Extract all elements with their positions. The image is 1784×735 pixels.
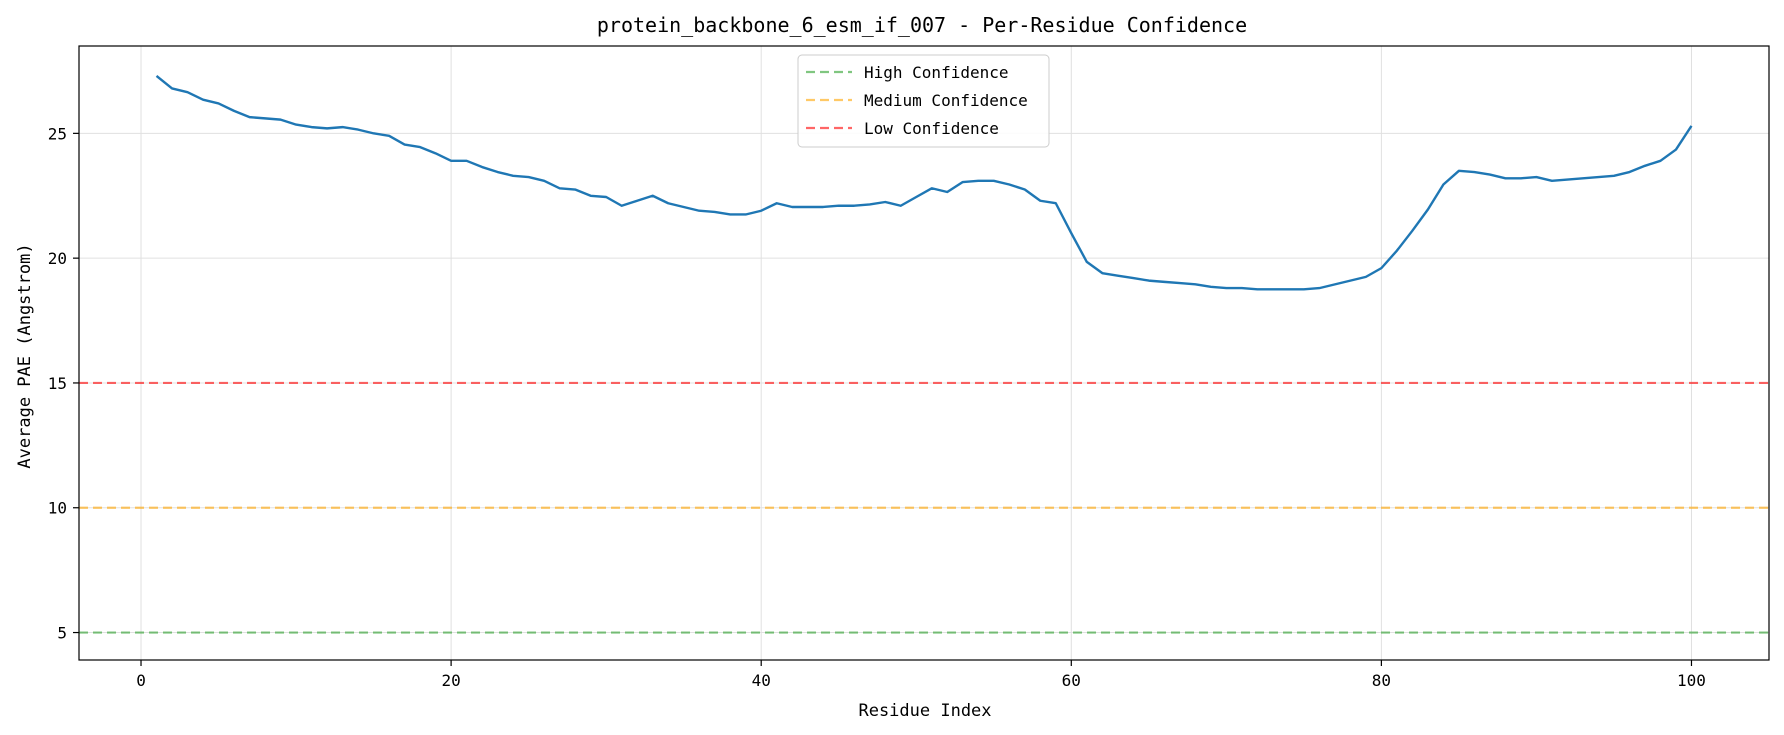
- legend-box: [797, 54, 1050, 148]
- legend: High Confidence Medium Confidence Low Conf…: [797, 54, 1050, 148]
- series-lines: [155, 75, 1693, 291]
- legend-entry: Medium Confidence: [864, 91, 1028, 110]
- x-tick-label: 40: [752, 671, 771, 690]
- x-tick-label: 20: [441, 671, 460, 690]
- y-tick-label: 10: [48, 499, 67, 518]
- x-tick-label: 100: [1677, 671, 1706, 690]
- x-tick-label: 0: [136, 671, 146, 690]
- chart-title: protein_backbone_6_esm_if_007 - Per-Resi…: [597, 13, 1247, 37]
- y-axis-label: Average PAE (Angstrom): [15, 243, 35, 468]
- y-tick-label: 5: [57, 624, 67, 643]
- x-tick-label: 80: [1372, 671, 1391, 690]
- y-tick-label: 20: [48, 249, 67, 268]
- legend-entry: High Confidence: [864, 63, 1009, 82]
- reference-lines: [79, 381, 1769, 634]
- series-line: [155, 75, 1693, 291]
- y-axis-ticks: 5 10 15 20 25: [48, 124, 79, 643]
- legend-entry: Low Confidence: [864, 119, 999, 138]
- plot-frame: [78, 45, 1770, 661]
- x-axis-label: Residue Index: [858, 701, 991, 721]
- x-axis-ticks: 0 20 40 60 80 100: [136, 660, 1706, 690]
- x-tick-label: 60: [1062, 671, 1081, 690]
- y-tick-label: 25: [48, 124, 67, 143]
- y-tick-label: 15: [48, 374, 67, 393]
